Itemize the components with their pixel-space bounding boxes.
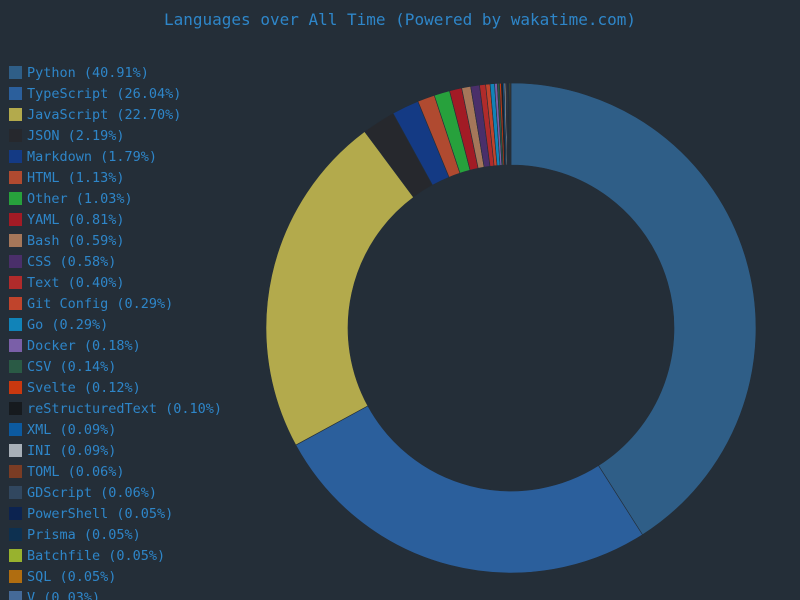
legend-label: Other (1.03%) [27, 190, 133, 207]
legend-label: Go (0.29%) [27, 316, 109, 333]
legend-swatch [9, 66, 22, 79]
legend-swatch [9, 255, 22, 268]
legend-item: SQL (0.05%) [9, 566, 222, 587]
legend-item: TOML (0.06%) [9, 461, 222, 482]
legend-item: GDScript (0.06%) [9, 482, 222, 503]
legend-label: CSV (0.14%) [27, 358, 117, 375]
legend-item: Text (0.40%) [9, 272, 222, 293]
donut-slice-typescript [295, 405, 643, 574]
legend-item: PowerShell (0.05%) [9, 503, 222, 524]
legend-swatch [9, 213, 22, 226]
legend-label: GDScript (0.06%) [27, 484, 158, 501]
legend-swatch [9, 297, 22, 310]
legend-item: Markdown (1.79%) [9, 146, 222, 167]
legend-label: reStructuredText (0.10%) [27, 400, 223, 417]
legend-label: Markdown (1.79%) [27, 148, 158, 165]
legend-swatch [9, 591, 22, 600]
legend-swatch [9, 234, 22, 247]
donut-slice-javascript [265, 131, 415, 446]
legend-item: JSON (2.19%) [9, 125, 222, 146]
legend-swatch [9, 381, 22, 394]
legend-label: Prisma (0.05%) [27, 526, 141, 543]
legend-swatch [9, 192, 22, 205]
legend-swatch [9, 423, 22, 436]
legend-swatch [9, 360, 22, 373]
donut-slice-python [510, 82, 757, 536]
chart-legend: Python (40.91%) TypeScript (26.04%) JavaSc… [9, 62, 222, 600]
legend-label: PowerShell (0.05%) [27, 505, 174, 522]
legend-item: reStructuredText (0.10%) [9, 398, 222, 419]
legend-swatch [9, 570, 22, 583]
legend-label: Bash (0.59%) [27, 232, 125, 249]
legend-label: CSS (0.58%) [27, 253, 117, 270]
legend-swatch [9, 276, 22, 289]
legend-item: Docker (0.18%) [9, 335, 222, 356]
legend-item: CSV (0.14%) [9, 356, 222, 377]
legend-item: V (0.03%) [9, 587, 222, 600]
legend-label: Svelte (0.12%) [27, 379, 141, 396]
legend-swatch [9, 528, 22, 541]
legend-swatch [9, 444, 22, 457]
legend-swatch [9, 150, 22, 163]
legend-item: TypeScript (26.04%) [9, 83, 222, 104]
legend-label: Python (40.91%) [27, 64, 149, 81]
legend-label: YAML (0.81%) [27, 211, 125, 228]
legend-swatch [9, 318, 22, 331]
legend-swatch [9, 108, 22, 121]
legend-label: Text (0.40%) [27, 274, 125, 291]
legend-item: Other (1.03%) [9, 188, 222, 209]
legend-swatch [9, 465, 22, 478]
legend-item: Git Config (0.29%) [9, 293, 222, 314]
chart-title: Languages over All Time (Powered by waka… [163, 10, 636, 29]
legend-item: Batchfile (0.05%) [9, 545, 222, 566]
legend-item: Go (0.29%) [9, 314, 222, 335]
legend-label: SQL (0.05%) [27, 568, 117, 585]
legend-label: Git Config (0.29%) [27, 295, 174, 312]
legend-label: Docker (0.18%) [27, 337, 141, 354]
legend-swatch [9, 549, 22, 562]
legend-swatch [9, 486, 22, 499]
legend-label: INI (0.09%) [27, 442, 117, 459]
legend-item: HTML (1.13%) [9, 167, 222, 188]
legend-item: INI (0.09%) [9, 440, 222, 461]
legend-item: XML (0.09%) [9, 419, 222, 440]
legend-label: HTML (1.13%) [27, 169, 125, 186]
legend-label: JavaScript (22.70%) [27, 106, 182, 123]
legend-swatch [9, 87, 22, 100]
legend-swatch [9, 507, 22, 520]
legend-label: TypeScript (26.04%) [27, 85, 182, 102]
legend-item: YAML (0.81%) [9, 209, 222, 230]
legend-label: XML (0.09%) [27, 421, 117, 438]
legend-label: JSON (2.19%) [27, 127, 125, 144]
legend-item: CSS (0.58%) [9, 251, 222, 272]
legend-label: TOML (0.06%) [27, 463, 125, 480]
legend-item: Bash (0.59%) [9, 230, 222, 251]
legend-label: Batchfile (0.05%) [27, 547, 166, 564]
legend-item: Prisma (0.05%) [9, 524, 222, 545]
legend-item: JavaScript (22.70%) [9, 104, 222, 125]
legend-item: Python (40.91%) [9, 62, 222, 83]
legend-item: Svelte (0.12%) [9, 377, 222, 398]
legend-swatch [9, 339, 22, 352]
legend-swatch [9, 402, 22, 415]
legend-swatch [9, 171, 22, 184]
legend-label: V (0.03%) [27, 589, 101, 600]
legend-swatch [9, 129, 22, 142]
